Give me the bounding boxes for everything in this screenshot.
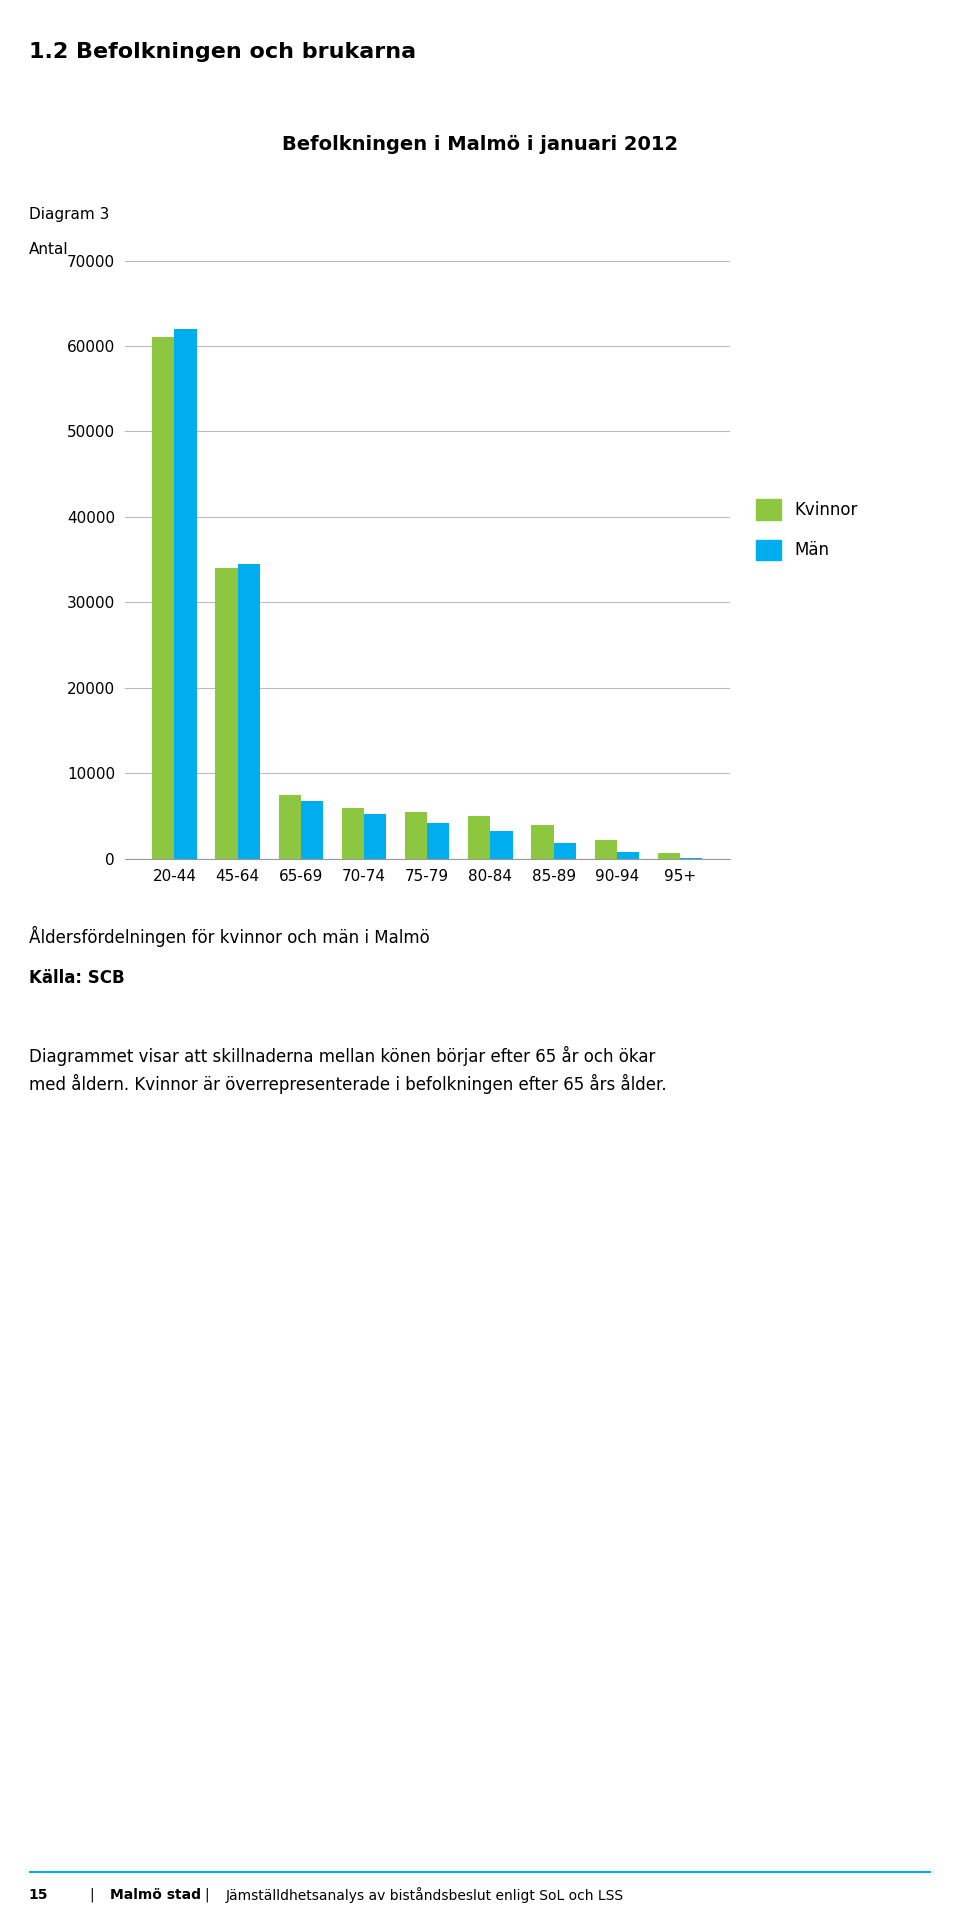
Bar: [658, 853, 680, 859]
Bar: [405, 813, 427, 859]
Bar: [215, 567, 238, 859]
Bar: [616, 851, 639, 859]
Text: |: |: [204, 1888, 208, 1903]
Text: Åldersfördelningen för kvinnor och män i Malmö: Åldersfördelningen för kvinnor och män i…: [29, 926, 429, 948]
Bar: [278, 795, 300, 859]
Bar: [532, 824, 554, 859]
Legend: Kvinnor, Män: Kvinnor, Män: [756, 500, 858, 560]
Bar: [468, 816, 491, 859]
Bar: [491, 832, 513, 859]
Text: Diagrammet visar att skillnaderna mellan könen börjar efter 65 år och ökar
med å: Diagrammet visar att skillnaderna mellan…: [29, 1046, 666, 1094]
Bar: [342, 807, 364, 859]
Bar: [153, 338, 175, 859]
Bar: [364, 814, 386, 859]
Text: Befolkningen i Malmö i januari 2012: Befolkningen i Malmö i januari 2012: [282, 135, 678, 154]
Text: 15: 15: [29, 1888, 48, 1901]
Bar: [427, 822, 449, 859]
Text: Diagram 3: Diagram 3: [29, 207, 109, 222]
Text: Källa: SCB: Källa: SCB: [29, 969, 125, 986]
Bar: [238, 564, 260, 859]
Bar: [594, 840, 616, 859]
Text: Jämställdhetsanalys av biståndsbeslut enligt SoL och LSS: Jämställdhetsanalys av biståndsbeslut en…: [226, 1888, 624, 1903]
Bar: [554, 843, 576, 859]
Bar: [300, 801, 323, 859]
Text: Malmö stad: Malmö stad: [110, 1888, 202, 1901]
Text: |: |: [89, 1888, 93, 1903]
Text: Antal: Antal: [29, 241, 68, 257]
Text: 1.2 Befolkningen och brukarna: 1.2 Befolkningen och brukarna: [29, 42, 416, 62]
Bar: [175, 328, 197, 859]
